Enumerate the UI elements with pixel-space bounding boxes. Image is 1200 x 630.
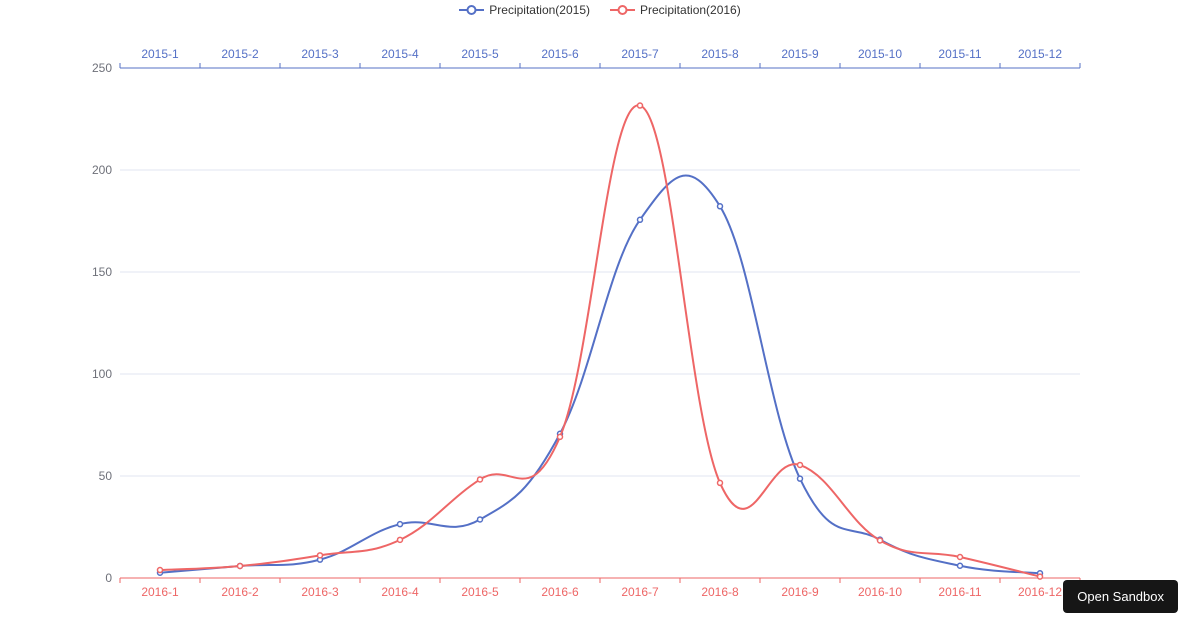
top-x-axis-label: 2015-12 — [1018, 47, 1062, 61]
top-x-axis-label: 2015-2 — [221, 47, 259, 61]
bottom-x-axis-label: 2016-4 — [381, 585, 419, 599]
legend-line-circle-icon — [459, 5, 485, 15]
bottom-x-axis-label: 2016-2 — [221, 585, 259, 599]
bottom-x-axis-label: 2016-11 — [938, 585, 981, 599]
bottom-x-axis-label: 2016-5 — [461, 585, 499, 599]
legend-label: Precipitation(2015) — [489, 3, 590, 17]
legend-label: Precipitation(2016) — [640, 3, 741, 17]
data-point-marker[interactable] — [636, 102, 644, 109]
open-sandbox-button[interactable]: Open Sandbox — [1063, 580, 1178, 613]
bottom-x-axis-label: 2016-3 — [301, 585, 339, 599]
top-x-axis-label: 2015-5 — [461, 47, 499, 61]
top-x-axis-label: 2015-9 — [781, 47, 819, 61]
bottom-x-axis-label: 2016-7 — [621, 585, 659, 599]
bottom-x-axis-label: 2016-12 — [1018, 585, 1062, 599]
y-axis-tick-label: 0 — [105, 571, 112, 585]
y-axis-tick-label: 100 — [92, 367, 112, 381]
legend-item-1[interactable]: Precipitation(2016) — [605, 3, 746, 17]
data-point-marker[interactable] — [556, 433, 564, 441]
y-axis-tick-label: 250 — [92, 61, 112, 75]
data-point-marker[interactable] — [396, 520, 404, 528]
data-point-marker[interactable] — [1036, 573, 1044, 580]
legend-line-circle-icon — [610, 5, 635, 15]
data-point-marker[interactable] — [796, 475, 804, 482]
top-x-axis-label: 2015-1 — [141, 47, 179, 61]
y-axis-tick-label: 150 — [92, 265, 112, 279]
top-x-axis-label: 2015-7 — [621, 47, 659, 61]
top-x-axis-label: 2015-4 — [381, 47, 419, 61]
top-x-axis-label: 2015-11 — [938, 47, 981, 61]
data-point-marker[interactable] — [716, 203, 724, 210]
data-point-marker[interactable] — [716, 479, 724, 487]
data-point-marker[interactable] — [316, 552, 324, 559]
data-point-marker[interactable] — [956, 553, 964, 561]
data-point-marker[interactable] — [156, 566, 164, 574]
data-point-marker[interactable] — [956, 562, 964, 570]
bottom-x-axis-label: 2016-6 — [541, 585, 579, 599]
data-point-marker[interactable] — [476, 476, 484, 483]
bottom-x-axis-label: 2016-9 — [781, 585, 819, 599]
top-x-axis-label: 2015-3 — [301, 47, 339, 61]
chart-legend: Precipitation(2015) Precipitation(2016) — [0, 3, 1200, 17]
legend-item-0[interactable]: Precipitation(2015) — [454, 3, 595, 17]
data-point-marker[interactable] — [396, 536, 404, 544]
series-line-1 — [159, 104, 1041, 578]
top-x-axis-label: 2015-8 — [701, 47, 739, 61]
top-x-axis-label: 2015-6 — [541, 47, 579, 61]
data-point-marker[interactable] — [636, 216, 644, 224]
data-point-marker[interactable] — [236, 562, 244, 570]
top-x-axis-label: 2015-10 — [858, 47, 902, 61]
data-point-marker[interactable] — [476, 516, 484, 523]
data-point-marker[interactable] — [876, 537, 884, 544]
bottom-x-axis-label: 2016-1 — [141, 585, 179, 599]
data-point-marker[interactable] — [796, 461, 804, 469]
y-axis-tick-label: 200 — [92, 163, 112, 177]
bottom-x-axis-label: 2016-10 — [858, 585, 902, 599]
y-axis-tick-label: 50 — [99, 469, 113, 483]
bottom-x-axis-label: 2016-8 — [701, 585, 739, 599]
